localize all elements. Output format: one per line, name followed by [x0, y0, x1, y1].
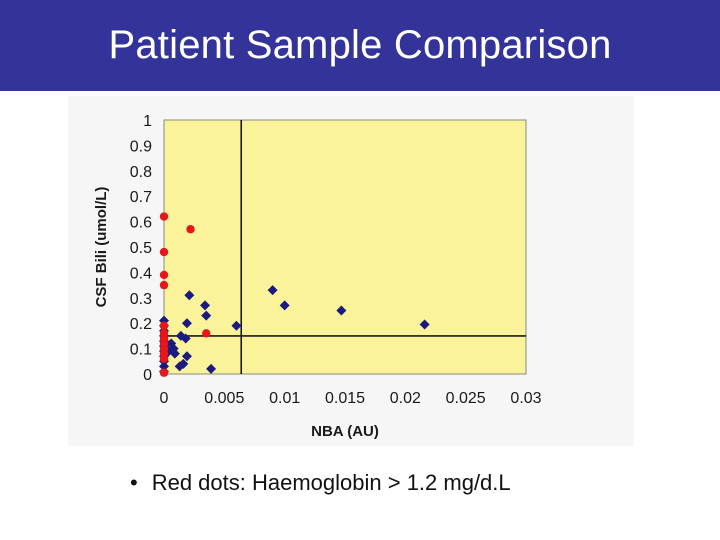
bullet-text: Red dots: Haemoglobin > 1.2 mg/d.L: [151, 470, 511, 495]
x-tick-label: 0.03: [510, 390, 541, 407]
y-tick-label: 0: [143, 367, 152, 384]
diamond-point: [181, 351, 192, 362]
bullet-item: • Red dots: Haemoglobin > 1.2 mg/d.L: [130, 470, 511, 496]
x-tick-label: 0.01: [269, 390, 300, 407]
red-dot-point: [159, 247, 169, 257]
y-tick-label: 0.1: [130, 342, 152, 359]
diamond-point: [184, 290, 195, 301]
y-axis-title: CSF Bili (umol/L): [93, 187, 110, 308]
diamond-point: [206, 363, 217, 374]
diamond-point: [178, 358, 189, 369]
diamond-point: [175, 330, 186, 341]
bullet-marker: •: [130, 470, 138, 495]
x-tick-label: 0: [160, 390, 169, 407]
diamond-point: [267, 285, 278, 296]
x-tick-label: 0.005: [204, 390, 244, 407]
diamond-point: [201, 310, 212, 321]
x-tick-label: 0.015: [325, 390, 365, 407]
slide-title: Patient Sample Comparison: [108, 23, 612, 67]
y-tick-label: 0.7: [130, 189, 152, 206]
y-tick-label: 0.5: [130, 240, 152, 257]
red-dot-point: [159, 270, 169, 280]
red-dot-point: [159, 354, 169, 363]
y-tick-label: 0.9: [130, 138, 152, 155]
red-dot-point: [159, 321, 169, 330]
diamond-point: [181, 318, 192, 329]
x-tick-label: 0.02: [390, 390, 421, 407]
diamond-point: [200, 300, 211, 311]
y-tick-label: 0.6: [130, 215, 152, 232]
y-tick-label: 0.8: [130, 164, 152, 181]
diamond-point: [180, 333, 191, 344]
y-tick-label: 0.4: [130, 265, 152, 282]
title-bar: [0, 0, 720, 91]
red-dot-point: [159, 368, 169, 377]
diamond-point: [279, 300, 290, 311]
red-dot-point: [159, 280, 169, 290]
red-dot-point: [159, 212, 169, 221]
x-tick-label: 0.025: [446, 390, 486, 407]
diamond-point: [231, 320, 242, 331]
red-dot-point: [186, 225, 195, 234]
x-axis-title: NBA (AU): [311, 423, 379, 440]
diamond-point: [159, 361, 169, 372]
diamond-point: [169, 348, 180, 359]
y-tick-label: 0.3: [130, 291, 152, 308]
chart-area: NBA (AU) CSF Bili (umol/L) 0 0.1 0.2 0.3 0.4…: [68, 96, 634, 446]
diamond-point: [419, 319, 430, 330]
red-dot-point: [202, 329, 211, 338]
y-tick-label: 1: [143, 113, 152, 130]
diamond-point: [166, 338, 177, 349]
scatter-chart: NBA (AU) CSF Bili (umol/L) 0 0.1 0.2 0.3 0.4…: [93, 113, 542, 440]
diamond-point: [174, 361, 185, 372]
diamond-point: [336, 305, 347, 316]
plot-area: [163, 119, 527, 375]
y-tick-label: 0.2: [130, 316, 152, 333]
